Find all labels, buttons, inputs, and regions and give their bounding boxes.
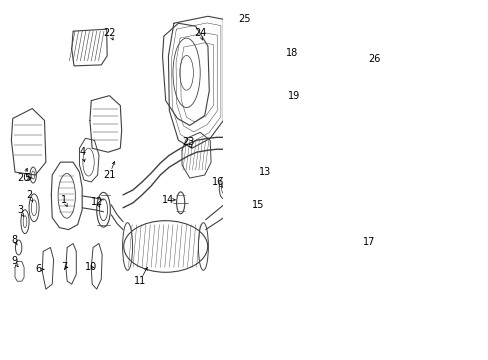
- Text: 26: 26: [367, 54, 380, 64]
- Text: 22: 22: [103, 28, 116, 38]
- Text: 5: 5: [24, 173, 31, 183]
- Text: 25: 25: [238, 14, 250, 24]
- Text: 15: 15: [251, 200, 264, 210]
- Text: 20: 20: [17, 173, 29, 183]
- Text: 8: 8: [11, 234, 17, 244]
- Text: 1: 1: [61, 195, 67, 205]
- Text: 14: 14: [162, 195, 174, 205]
- Text: 7: 7: [61, 262, 67, 272]
- Text: 11: 11: [133, 276, 145, 286]
- Text: 2: 2: [26, 190, 33, 200]
- Text: 23: 23: [182, 137, 194, 147]
- Text: 9: 9: [11, 256, 17, 266]
- Text: 13: 13: [258, 167, 270, 177]
- Text: 4: 4: [79, 147, 85, 157]
- Text: 19: 19: [287, 91, 300, 101]
- Text: 18: 18: [285, 48, 297, 58]
- Text: 17: 17: [362, 237, 374, 247]
- Text: 6: 6: [36, 264, 41, 274]
- Text: 10: 10: [85, 262, 97, 272]
- Text: 12: 12: [90, 197, 102, 207]
- Text: 21: 21: [103, 170, 115, 180]
- Text: 3: 3: [18, 205, 23, 215]
- Text: 24: 24: [194, 28, 206, 38]
- Text: 16: 16: [212, 177, 224, 187]
